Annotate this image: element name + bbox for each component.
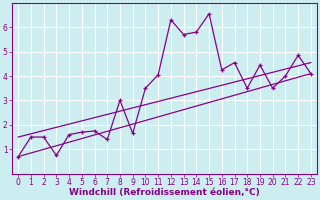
X-axis label: Windchill (Refroidissement éolien,°C): Windchill (Refroidissement éolien,°C) (69, 188, 260, 197)
